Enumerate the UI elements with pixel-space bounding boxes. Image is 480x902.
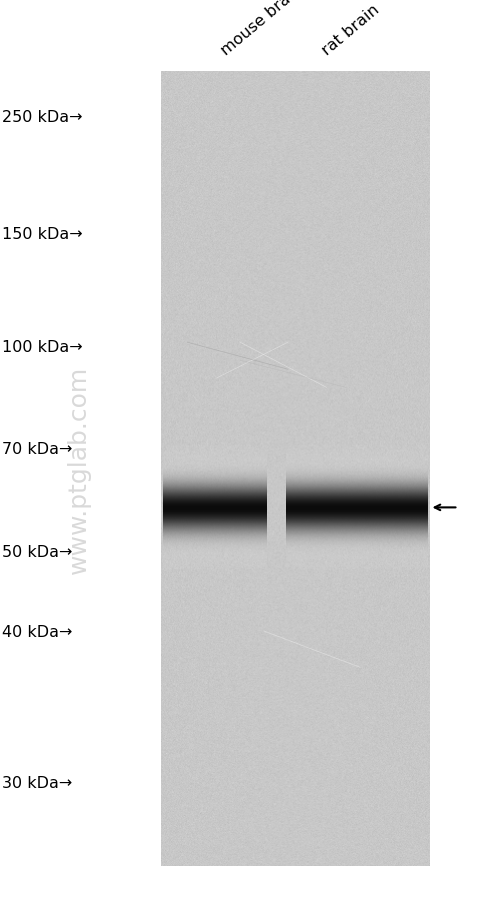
Text: 50 kDa→: 50 kDa→ [2,545,73,559]
Text: 40 kDa→: 40 kDa→ [2,624,73,639]
Text: 250 kDa→: 250 kDa→ [2,110,83,124]
Text: 70 kDa→: 70 kDa→ [2,442,73,456]
Text: 30 kDa→: 30 kDa→ [2,776,72,790]
Text: 150 kDa→: 150 kDa→ [2,227,83,242]
Text: www.ptglab.com: www.ptglab.com [67,365,91,573]
Text: 100 kDa→: 100 kDa→ [2,340,83,354]
Text: mouse brain: mouse brain [218,0,305,59]
Text: rat brain: rat brain [319,3,382,59]
